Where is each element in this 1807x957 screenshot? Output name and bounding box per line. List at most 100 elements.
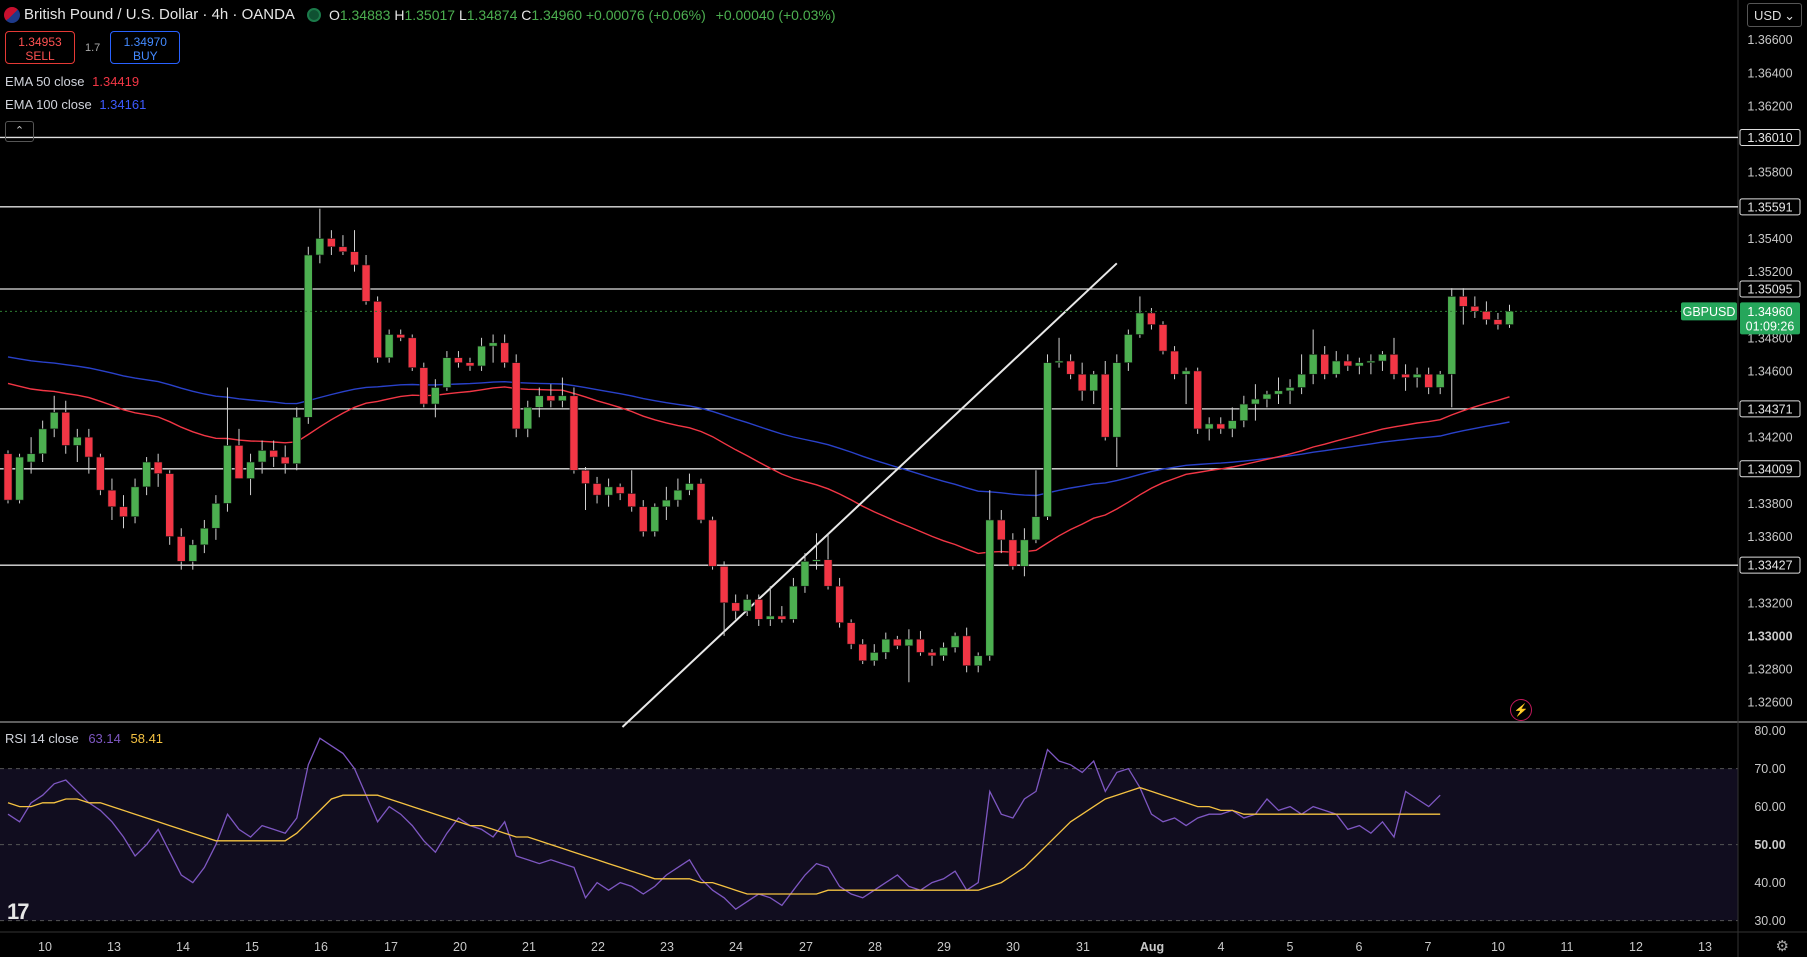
candle-down <box>1482 311 1491 320</box>
trendline <box>621 262 1118 728</box>
ema100-value: 1.34161 <box>99 97 147 112</box>
change-value-2: +0.00040 (+0.03%) <box>715 6 836 23</box>
candle-down <box>638 506 648 532</box>
rsi-band <box>0 768 1738 921</box>
candle-up <box>1285 387 1295 392</box>
candle-up <box>950 635 960 648</box>
level-price-tag <box>1739 556 1801 574</box>
candle-down <box>338 246 348 253</box>
candle-up <box>789 585 798 620</box>
time-tick-label: 4 <box>1218 940 1225 954</box>
candle-up <box>812 559 821 562</box>
candle-up <box>257 450 267 463</box>
candle-down <box>708 519 717 567</box>
close-value: 1.34960 <box>531 6 582 23</box>
candle-down <box>858 643 868 662</box>
chevron-up-icon[interactable]: ⌃ <box>5 121 34 142</box>
candle-up <box>26 453 36 463</box>
candle-up <box>1043 362 1052 517</box>
candle-down <box>823 559 833 587</box>
ema100-legend[interactable]: EMA 100 close 1.34161 <box>5 97 147 112</box>
candle-down <box>84 436 94 458</box>
candle-up <box>488 342 498 347</box>
ema50-value: 1.34419 <box>92 74 140 89</box>
candle-up <box>223 445 232 504</box>
rsi-legend[interactable]: RSI 14 close 63.14 58.41 <box>5 731 164 746</box>
price-tick-label: 1.35200 <box>1747 265 1792 279</box>
price-tick-label: 1.32800 <box>1747 663 1792 677</box>
candle-down <box>96 456 105 491</box>
candle-up <box>1274 390 1283 395</box>
time-tick-label: 15 <box>245 940 259 954</box>
candle-down <box>719 566 729 604</box>
candle-up <box>1112 362 1122 438</box>
candle-down <box>846 622 856 645</box>
candle-up <box>1435 373 1445 388</box>
candle-down <box>835 585 844 623</box>
candle-down <box>592 483 602 496</box>
rsi-tick-label: 80.00 <box>1754 724 1785 738</box>
candle-down <box>176 536 186 562</box>
spread-value: 1.7 <box>85 41 101 54</box>
candle-up <box>1204 423 1214 430</box>
candle-up <box>211 503 221 529</box>
trade-panel: 1.34953 SELL 1.7 1.34970 BUY <box>5 31 181 64</box>
candle-up <box>985 519 995 657</box>
rsi-tick-label: 40.00 <box>1754 876 1785 890</box>
ema50-legend[interactable]: EMA 50 close 1.34419 <box>5 74 140 89</box>
candle-down <box>1343 360 1353 367</box>
candle-up <box>662 499 671 508</box>
level-price-tag <box>1739 128 1801 146</box>
currency-select[interactable]: USD ⌄ <box>1747 3 1802 27</box>
change-value: +0.00076 (+0.06%) <box>585 6 706 23</box>
candle-up <box>604 486 613 496</box>
candle-down <box>1320 354 1329 375</box>
candle-down <box>465 362 475 367</box>
candle-up <box>939 647 948 657</box>
candle-down <box>1008 539 1018 567</box>
sell-button[interactable]: 1.34953 SELL <box>5 31 75 64</box>
candle-up <box>73 436 82 446</box>
candle-down <box>165 473 174 537</box>
current-price-tag <box>1740 302 1800 335</box>
price-tick-label: 1.34600 <box>1747 364 1792 378</box>
gear-icon[interactable]: ⚙ <box>1775 938 1789 955</box>
candle-up <box>1124 334 1133 363</box>
rsi-tick-label: 50.00 <box>1754 838 1785 852</box>
candle-down <box>731 602 740 612</box>
candle-up <box>1331 360 1341 375</box>
candle-down <box>615 486 625 494</box>
candle-up <box>38 428 47 455</box>
buy-button[interactable]: 1.34970 BUY <box>110 31 181 64</box>
candle-down <box>1158 324 1168 352</box>
candle-down <box>269 450 278 458</box>
candle-up <box>15 456 24 501</box>
level-price-label: 1.36010 <box>1747 131 1792 145</box>
candle-down <box>1493 319 1503 325</box>
lightning-icon[interactable]: ⚡ <box>1510 699 1532 721</box>
candle-down <box>61 412 71 446</box>
time-tick-label: 11 <box>1561 940 1574 954</box>
candle-up <box>1031 516 1041 541</box>
symbol-label: GBPUSD <box>1683 305 1736 319</box>
time-tick-label: 28 <box>868 940 882 954</box>
symbol-title[interactable]: British Pound / U.S. Dollar · 4h · OANDA <box>24 6 295 23</box>
level-price-label: 1.34009 <box>1747 462 1792 476</box>
candle-up <box>523 407 533 430</box>
price-tick-label: 1.32600 <box>1747 696 1792 710</box>
price-tick-label: 1.33000 <box>1747 629 1792 643</box>
time-tick-label: 7 <box>1425 940 1432 954</box>
ohlc-readout: O1.34883 H1.35017 L1.34874 C1.34960 +0.0… <box>328 6 836 23</box>
candle-down <box>627 493 637 508</box>
candle-up <box>1020 539 1029 567</box>
candle-up <box>881 638 891 653</box>
candle-down <box>280 456 290 464</box>
time-tick-label: 29 <box>937 940 951 954</box>
candle-up <box>1366 360 1376 363</box>
candle-down <box>1077 373 1087 392</box>
candle-down <box>396 334 406 339</box>
candle-down <box>1066 360 1075 375</box>
candle-up <box>1447 296 1457 375</box>
candle-up <box>1412 373 1422 378</box>
